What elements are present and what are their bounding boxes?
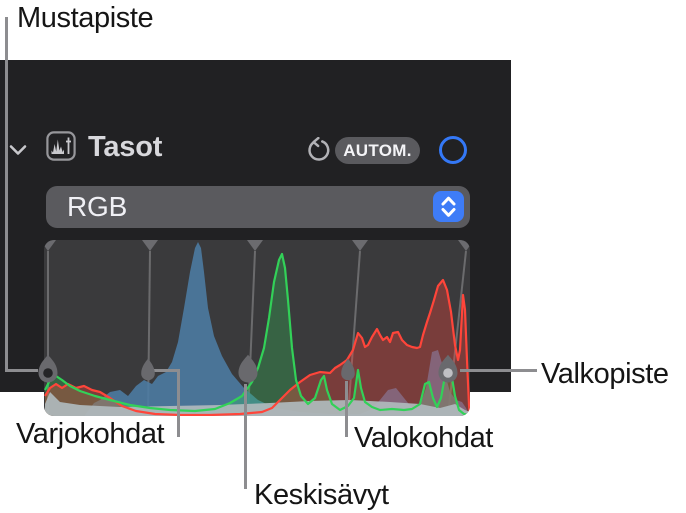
- range-marker-triangle[interactable]: [247, 240, 263, 251]
- slider-guide-line: [247, 250, 256, 416]
- auto-button[interactable]: AUTOM.: [335, 137, 420, 164]
- label-valkopiste: Valkopiste: [541, 358, 669, 390]
- levels-panel: Tasot AUTOM. RGB: [0, 60, 511, 416]
- reset-undo-icon[interactable]: [304, 136, 331, 164]
- range-marker-triangle[interactable]: [142, 240, 158, 251]
- label-valokohdat: Valokohdat: [354, 422, 493, 454]
- label-varjokohdat: Varjokohdat: [16, 418, 165, 450]
- white-point-inner-dot: [443, 368, 453, 378]
- histogram-svg: [44, 240, 470, 416]
- rgb-histogram: [44, 240, 470, 416]
- label-keskisavyt: Keskisävyt: [254, 479, 389, 511]
- mustapiste-callout-line-h: [5, 369, 38, 372]
- collapse-chevron-icon[interactable]: [9, 143, 27, 157]
- slider-guide-line: [347, 250, 361, 416]
- channel-dropdown-value: RGB: [67, 191, 128, 222]
- mustapiste-callout-line-v: [5, 17, 8, 372]
- slider-guide-line: [447, 250, 467, 416]
- white-point-handle[interactable]: [436, 354, 460, 389]
- valokohdat-callout-line: [345, 381, 348, 437]
- shadows-handle[interactable]: [139, 358, 157, 386]
- keskisavyt-callout-line: [244, 384, 247, 489]
- highlights-handle[interactable]: [339, 358, 357, 386]
- levels-histogram-icon: [46, 131, 76, 161]
- green-channel-area: [45, 254, 469, 416]
- range-marker-triangle[interactable]: [458, 240, 470, 251]
- range-marker-triangle[interactable]: [44, 240, 56, 251]
- black-point-handle[interactable]: [36, 354, 60, 389]
- varjokohdat-callout-line-v: [177, 369, 180, 437]
- channel-dropdown[interactable]: RGB: [46, 186, 470, 228]
- black-point-inner-dot: [43, 368, 53, 378]
- midtones-handle[interactable]: [236, 354, 260, 389]
- varjokohdat-callout-line-h: [153, 369, 180, 372]
- blue-channel-area: [85, 242, 469, 416]
- red-channel-line: [44, 278, 470, 416]
- valkopiste-callout-line: [460, 369, 537, 372]
- red-channel-area: [45, 280, 470, 416]
- range-marker-triangle[interactable]: [352, 240, 368, 251]
- label-mustapiste: Mustapiste: [17, 2, 154, 34]
- panel-title: Tasot: [88, 131, 163, 163]
- dropdown-stepper-icon[interactable]: [433, 191, 464, 222]
- auto-toggle-circle-icon[interactable]: [439, 136, 467, 164]
- green-channel-line: [44, 252, 470, 416]
- luminance-area: [45, 392, 470, 416]
